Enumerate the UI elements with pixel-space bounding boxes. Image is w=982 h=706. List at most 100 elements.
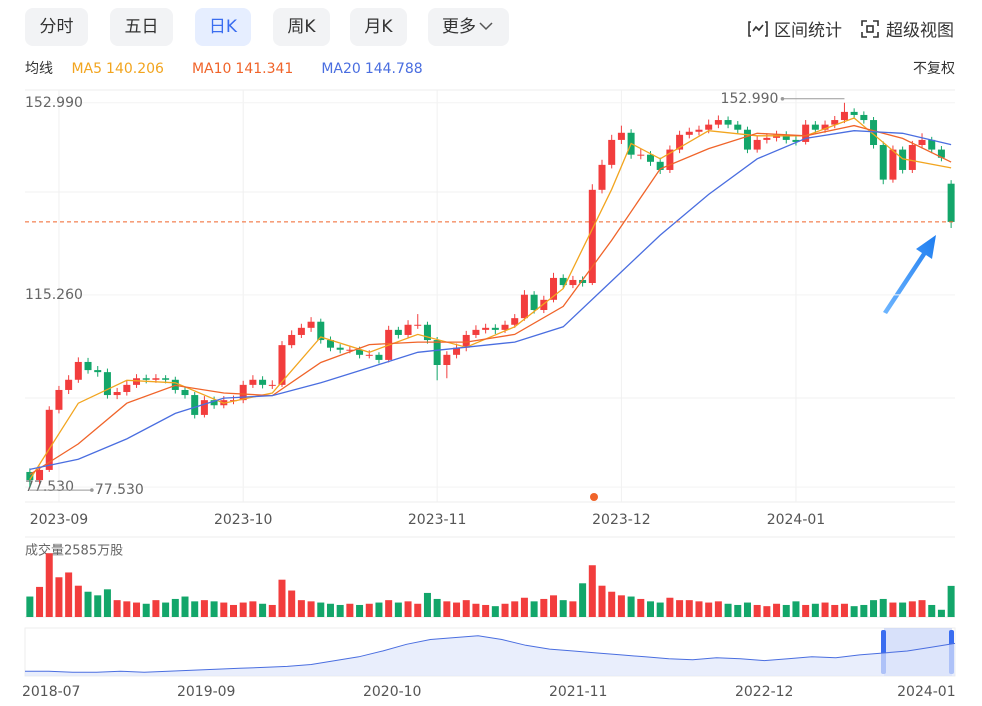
volume-bar — [811, 603, 819, 617]
period-tab[interactable]: 五日 — [110, 8, 173, 46]
range-stats-button[interactable]: 区间统计 — [748, 16, 842, 41]
candle-body — [928, 139, 936, 150]
navigator-handle[interactable] — [949, 630, 954, 674]
candle-body — [821, 124, 829, 130]
candle-body — [947, 183, 955, 222]
candle-body — [646, 154, 654, 162]
volume-bar — [200, 600, 208, 617]
volume-bar — [210, 601, 218, 617]
extreme-dot — [780, 96, 785, 101]
event-marker[interactable] — [590, 493, 598, 501]
candle-body — [200, 400, 208, 415]
volume-bar — [763, 606, 771, 617]
candle-body — [239, 384, 247, 401]
volume-bar — [511, 601, 519, 617]
volume-bar — [259, 603, 267, 617]
volume-bar — [743, 602, 751, 617]
volume-bar — [656, 602, 664, 617]
candle-body — [123, 384, 131, 392]
navigator-handle[interactable] — [881, 630, 886, 674]
candle-body — [297, 327, 305, 335]
candle-body — [191, 395, 199, 415]
candle-body — [889, 149, 897, 180]
volume-bar — [753, 604, 761, 617]
navigator-tick-label: 2020-10 — [363, 684, 422, 700]
volume-bar — [336, 604, 344, 617]
candle-body — [346, 349, 354, 351]
volume-bar — [278, 579, 286, 617]
candle-body — [423, 324, 431, 341]
x-tick-label: 2023-12 — [592, 512, 651, 528]
navigator-tick-label: 2021-11 — [549, 684, 608, 700]
period-tab[interactable]: 周K — [273, 8, 330, 46]
volume-bar — [579, 583, 587, 617]
navigator-area — [25, 635, 955, 676]
volume-bar — [239, 602, 247, 617]
volume-bar — [831, 604, 839, 617]
candle-body — [501, 324, 509, 330]
extreme-dot — [90, 488, 94, 492]
candle-body — [782, 134, 790, 140]
volume-bar — [937, 609, 945, 617]
volume-bar — [307, 601, 315, 617]
candle-body — [734, 124, 742, 130]
volume-bar — [627, 596, 635, 617]
legend-value: 144.788 — [364, 61, 423, 77]
chevron — [479, 22, 493, 31]
volume-bar — [36, 586, 44, 617]
volume-bar — [142, 603, 150, 617]
volume-bar — [453, 602, 461, 617]
legend-name: MA10 — [191, 61, 232, 77]
candle-body — [365, 354, 373, 356]
candle-body — [608, 139, 616, 165]
period-tab[interactable]: 更多 — [428, 8, 509, 46]
super-view-button[interactable]: 超级视图 — [860, 16, 954, 41]
tool-label: 区间统计 — [774, 21, 842, 41]
candle-body — [724, 120, 732, 125]
candle-body — [162, 378, 170, 380]
volume-bar — [171, 598, 179, 617]
legend-item: MA5 140.206 — [71, 61, 167, 77]
navigator-tick-label: 2022-12 — [735, 684, 794, 700]
volume-bar — [133, 602, 141, 617]
period-tab[interactable]: 日K — [195, 8, 251, 46]
candle-body — [540, 299, 548, 311]
candle-body — [394, 329, 402, 335]
period-tab[interactable]: 分时 — [25, 8, 88, 46]
volume-bar — [152, 600, 160, 617]
volume-bar — [734, 604, 742, 617]
candle-body — [453, 347, 461, 355]
navigator-tick-label: 2018-07 — [22, 684, 81, 700]
candle-body — [74, 361, 82, 380]
candle-body — [152, 378, 160, 380]
candle-body — [676, 134, 684, 150]
ma-legend: 均线 MA5 140.206 MA10 141.341 MA20 144.788 — [25, 58, 441, 78]
volume-bar — [326, 603, 334, 617]
candle-body — [870, 120, 878, 146]
volume-bar — [899, 602, 907, 617]
volume-bar — [443, 601, 451, 617]
candle-body — [879, 145, 887, 180]
volume-bar — [608, 591, 616, 617]
candle-body — [278, 345, 286, 385]
candle-body — [326, 340, 334, 348]
volume-bar — [433, 598, 441, 617]
candle-body — [792, 139, 800, 142]
candle-body — [84, 361, 92, 371]
volume-bar — [346, 603, 354, 617]
volume-bar — [908, 601, 916, 617]
candle-body — [307, 321, 315, 328]
candle-body — [773, 134, 781, 138]
period-tab[interactable]: 月K — [350, 8, 407, 46]
candle-body — [802, 124, 810, 142]
candle-body — [142, 378, 150, 380]
candle-body — [598, 164, 606, 190]
navigator-window[interactable] — [884, 628, 952, 676]
legend-title: 均线 — [25, 61, 53, 77]
candle-body — [520, 294, 528, 319]
adjust-toggle[interactable]: 不复权 — [913, 61, 955, 77]
candle-body — [588, 189, 596, 284]
candle-body — [220, 400, 228, 406]
volume-bar — [540, 598, 548, 617]
candle-body — [249, 379, 257, 385]
